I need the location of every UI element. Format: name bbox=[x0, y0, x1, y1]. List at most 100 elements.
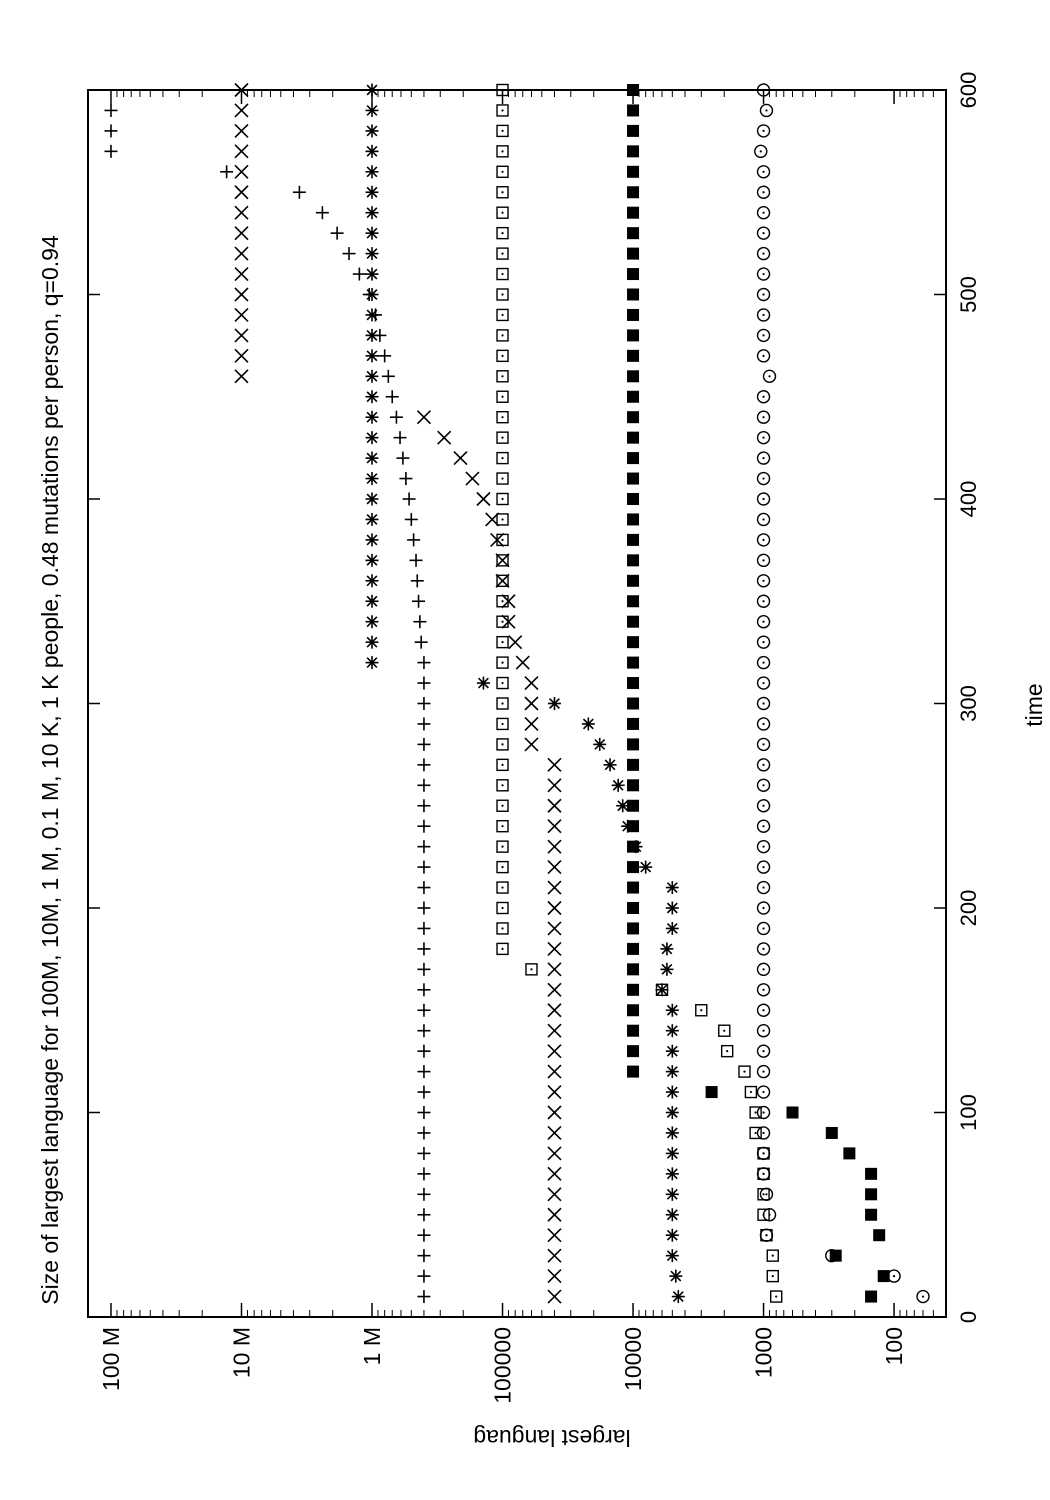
data-point-dotted-circle bbox=[756, 246, 771, 261]
data-point-cross bbox=[437, 430, 452, 445]
data-point-dotted-circle bbox=[756, 165, 771, 179]
data-point-filled-square bbox=[627, 738, 640, 751]
data-point-filled-square bbox=[627, 329, 640, 342]
data-point-cross bbox=[524, 696, 539, 711]
data-point-dotted-circle bbox=[756, 819, 771, 833]
y-tick-label: 10000 bbox=[620, 1327, 646, 1391]
y-tick-label: 100000 bbox=[490, 1327, 516, 1404]
data-point-dotted-square bbox=[496, 431, 509, 444]
data-point-cross bbox=[547, 757, 562, 772]
data-point-cross bbox=[234, 307, 249, 323]
data-point-star bbox=[476, 676, 490, 690]
data-point-star bbox=[365, 247, 379, 261]
data-point-cross bbox=[547, 1003, 562, 1018]
data-point-plus bbox=[396, 451, 410, 465]
data-point-filled-square bbox=[627, 758, 640, 771]
data-point-star bbox=[665, 1228, 679, 1242]
data-point-dotted-square bbox=[496, 758, 509, 772]
data-point-cross bbox=[234, 226, 249, 241]
data-point-plus bbox=[417, 1167, 431, 1181]
data-point-plus bbox=[378, 349, 392, 363]
data-point-dotted-circle bbox=[756, 1167, 771, 1181]
data-point-cross bbox=[524, 675, 539, 691]
data-point-star bbox=[669, 1269, 683, 1283]
x-tick-label: 0 bbox=[956, 1311, 981, 1323]
data-point-dotted-square bbox=[496, 942, 509, 956]
data-point-plus bbox=[412, 594, 426, 608]
data-point-star bbox=[665, 1187, 679, 1201]
data-point-filled-square bbox=[627, 104, 640, 117]
data-point-dotted-square bbox=[496, 145, 509, 158]
data-point-dotted-circle bbox=[756, 983, 771, 997]
data-point-filled-square bbox=[865, 1188, 878, 1201]
data-point-plus bbox=[417, 1044, 431, 1058]
data-point-star bbox=[665, 1106, 679, 1119]
data-point-filled-square bbox=[627, 799, 640, 812]
data-point-dotted-circle bbox=[754, 144, 768, 159]
data-point-filled-square bbox=[627, 1024, 640, 1037]
data-point-dotted-square bbox=[496, 492, 509, 506]
data-point-dotted-circle bbox=[759, 1187, 774, 1201]
data-point-star bbox=[365, 124, 379, 138]
data-point-plus bbox=[352, 267, 366, 281]
data-point-plus bbox=[381, 369, 395, 383]
x-tick-label: 100 bbox=[956, 1094, 981, 1131]
data-point-dotted-circle bbox=[756, 799, 771, 813]
data-point-dotted-square bbox=[496, 881, 509, 894]
data-point-plus bbox=[402, 492, 416, 506]
data-point-filled-square bbox=[873, 1229, 886, 1242]
data-point-plus bbox=[414, 635, 428, 649]
data-point-plus bbox=[417, 717, 431, 731]
data-point-dotted-square bbox=[496, 165, 509, 179]
data-point-filled-square bbox=[877, 1270, 890, 1283]
data-point-cross bbox=[547, 819, 562, 834]
data-point-plus bbox=[417, 676, 431, 690]
data-point-star bbox=[365, 328, 379, 342]
data-point-plus bbox=[417, 1208, 431, 1222]
data-point-plus bbox=[292, 185, 306, 199]
data-point-dotted-square bbox=[496, 410, 509, 424]
data-point-filled-square bbox=[627, 1045, 640, 1058]
data-point-dotted-circle bbox=[756, 778, 771, 792]
data-point-dotted-square bbox=[496, 370, 509, 383]
data-point-dotted-square bbox=[496, 738, 509, 751]
data-point-filled-square bbox=[627, 370, 640, 383]
data-point-cross bbox=[547, 798, 562, 813]
data-point-filled-square bbox=[627, 268, 640, 281]
data-point-plus bbox=[417, 819, 431, 833]
data-point-dotted-square bbox=[496, 247, 509, 260]
data-point-plus bbox=[417, 656, 431, 670]
data-point-dotted-circle bbox=[756, 1003, 771, 1017]
data-point-dotted-circle bbox=[756, 921, 771, 936]
data-point-dotted-square bbox=[749, 1126, 762, 1140]
data-point-star bbox=[365, 308, 379, 322]
data-point-star bbox=[365, 451, 379, 465]
data-point-cross bbox=[234, 103, 249, 118]
data-point-cross bbox=[453, 451, 468, 466]
data-point-star bbox=[365, 553, 379, 567]
data-point-plus bbox=[399, 472, 413, 486]
data-point-cross bbox=[547, 1023, 562, 1038]
data-point-plus bbox=[393, 431, 407, 445]
data-point-cross bbox=[234, 123, 249, 138]
data-point-dotted-square bbox=[720, 1044, 734, 1058]
data-point-dotted-square bbox=[496, 554, 509, 567]
data-point-dotted-circle bbox=[756, 185, 771, 199]
data-point-filled-square bbox=[627, 452, 640, 465]
data-point-cross bbox=[234, 287, 249, 302]
data-point-dotted-square bbox=[525, 963, 538, 976]
data-point-dotted-circle bbox=[887, 1269, 901, 1283]
data-point-star bbox=[365, 288, 379, 301]
data-point-dotted-circle bbox=[756, 615, 771, 629]
data-point-filled-square bbox=[627, 533, 640, 546]
data-point-dotted-square bbox=[496, 513, 509, 526]
data-point-filled-square bbox=[627, 1065, 640, 1078]
data-point-star bbox=[665, 1249, 679, 1263]
data-point-dotted-square bbox=[766, 1269, 779, 1283]
data-point-star bbox=[365, 226, 379, 240]
data-point-star bbox=[365, 472, 379, 486]
data-point-star bbox=[365, 594, 379, 608]
data-point-dotted-circle bbox=[756, 839, 771, 854]
data-point-dotted-circle bbox=[756, 676, 771, 690]
data-point-star bbox=[365, 615, 379, 629]
